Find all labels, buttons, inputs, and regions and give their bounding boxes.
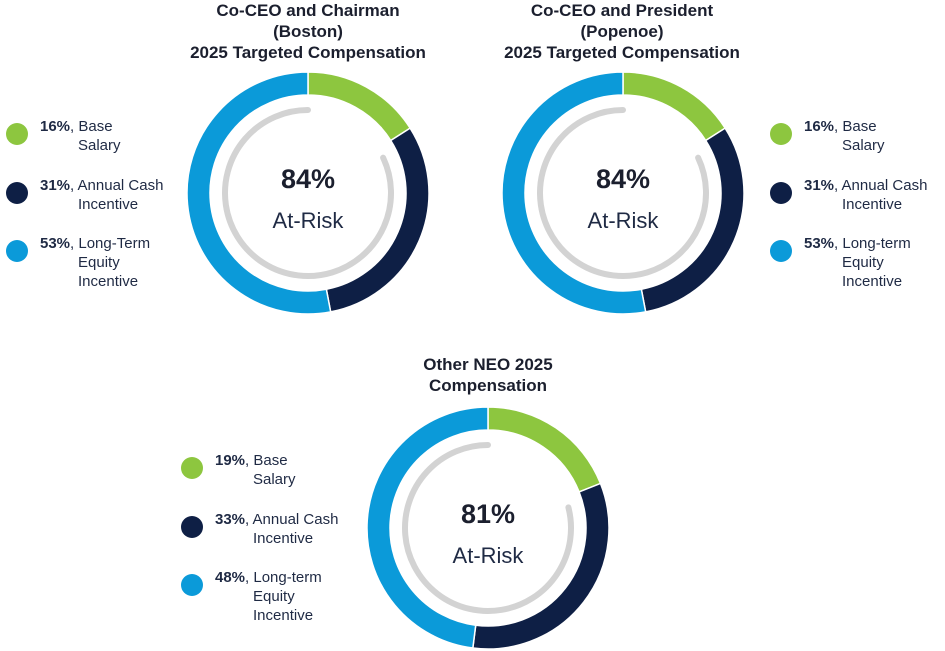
at-risk-label: At-Risk [273,208,345,233]
legend-swatch [6,123,28,145]
legend-swatch [770,123,792,145]
legend-line: Salary [78,137,121,154]
title-line: Compensation [428,376,548,395]
legend-item-annual-cash-incentive: 31%, Annual Cash Incentive [6,176,163,214]
legend-swatch [6,240,28,262]
legend-item-base-salary: 16%, Base Salary [6,117,121,155]
legend-percent: 53% [40,235,71,252]
legend-percent: 19% [215,452,246,469]
legend-label: 31%, Annual Cash Incentive [40,177,164,213]
title-line: Co-CEO and President [530,1,714,20]
at-risk-label: At-Risk [588,208,660,233]
donut-chart: 84% At-Risk [186,71,430,315]
legend-line: Incentive [78,273,139,290]
legend-line: Incentive [842,273,903,290]
legend-line: Incentive [253,607,314,624]
legend-swatch [181,574,203,596]
legend-swatch [6,182,28,204]
legend-item-annual-cash-incentive: 31%, Annual Cash Incentive [770,176,927,214]
at-risk-value: 84% [596,164,650,194]
legend-label: 19%, Base Salary [215,452,296,488]
legend-percent: 53% [804,235,835,252]
title-line: 2025 Targeted Compensation [504,43,740,62]
legend-percent: 48% [215,569,246,586]
legend-line: Equity [253,588,295,605]
slice-long-term-equity-incentive [501,71,647,315]
legend-swatch [770,240,792,262]
legend-percent: 31% [804,177,835,194]
legend-line: Equity [78,254,120,271]
legend-item-long-term-equity-incentive: 48%, Long-term Equity Incentive [181,568,322,625]
at-risk-arc [402,442,574,614]
slice-long-term-equity-incentive [366,406,489,649]
legend-item-base-salary: 16%, Base Salary [770,117,885,155]
legend-label: 48%, Long-term Equity Incentive [215,569,322,624]
title-line: (Boston) [273,22,343,41]
legend-line: Incentive [78,196,139,213]
legend-line: Salary [253,471,296,488]
at-risk-value: 81% [461,499,515,529]
legend-label: 53%, Long-Term Equity Incentive [40,235,151,290]
legend-label: 31%, Annual Cash Incentive [804,177,928,213]
slice-base-salary [307,71,412,142]
chart-title: Co-CEO and Chairman (Boston) 2025 Target… [158,0,458,63]
title-line: Co-CEO and Chairman [216,1,400,20]
legend-label: 33%, Annual Cash Incentive [215,511,339,547]
at-risk-label: At-Risk [453,543,525,568]
legend-percent: 31% [40,177,71,194]
legend-line: Incentive [842,196,903,213]
legend-swatch [181,457,203,479]
legend-item-annual-cash-incentive: 33%, Annual Cash Incentive [181,510,338,548]
legend-line: Equity [842,254,884,271]
title-line: 2025 Targeted Compensation [190,43,426,62]
legend-line: Incentive [253,530,314,547]
chart-title: Co-CEO and President (Popenoe) 2025 Targ… [472,0,772,63]
donut-chart: 81% At-Risk [366,406,610,650]
legend-line: Salary [842,137,885,154]
legend-item-long-term-equity-incentive: 53%, Long-term Equity Incentive [770,234,911,291]
at-risk-value: 84% [281,164,335,194]
legend-percent: 16% [40,118,71,135]
legend-label: 53%, Long-term Equity Incentive [804,235,911,290]
title-line: (Popenoe) [580,22,664,41]
legend-swatch [181,516,203,538]
legend-percent: 33% [215,511,246,528]
legend-swatch [770,182,792,204]
slice-long-term-equity-incentive [186,71,332,315]
legend-percent: 16% [804,118,835,135]
at-risk-arc [537,107,709,279]
slice-base-salary [622,71,727,142]
title-line: Other NEO 2025 [423,355,553,374]
slice-base-salary [487,406,602,493]
legend-item-base-salary: 19%, Base Salary [181,451,296,489]
legend-label: 16%, Base Salary [804,118,885,154]
chart-title: Other NEO 2025 Compensation [338,354,638,396]
legend-label: 16%, Base Salary [40,118,121,154]
donut-chart: 84% At-Risk [501,71,745,315]
legend-item-long-term-equity-incentive: 53%, Long-Term Equity Incentive [6,234,150,291]
at-risk-arc [222,107,394,279]
